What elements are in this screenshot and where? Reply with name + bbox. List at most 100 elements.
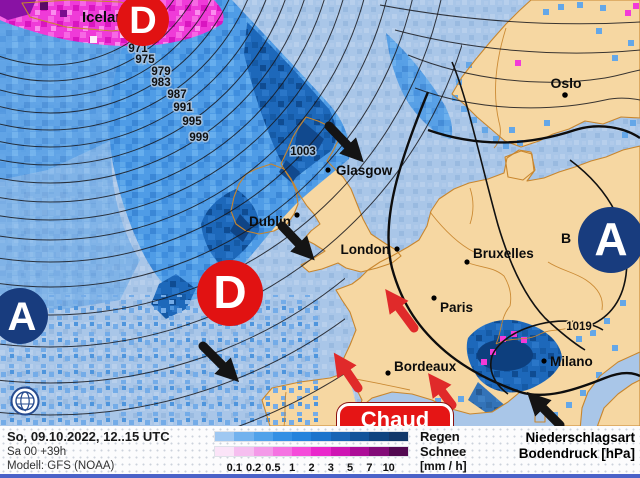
globe-logo-icon	[10, 386, 40, 416]
city-dot-milano	[541, 358, 547, 364]
city-label-bruxelles: Bruxelles	[473, 246, 534, 261]
speckle-field-southwest	[0, 295, 320, 426]
city-label-oslo: Oslo	[550, 75, 581, 91]
snow-pixel	[633, 3, 639, 9]
legend-tick: 7	[366, 462, 373, 474]
high-pressure-symbol-east: A	[578, 207, 640, 273]
low-letter: D	[129, 0, 156, 42]
isobar-arc	[0, 0, 212, 98]
isobar-arc	[0, 277, 345, 384]
legend-tick: 5	[347, 462, 354, 474]
low-pressure-symbol-atlantic: D	[197, 260, 263, 326]
rain-pixel	[493, 136, 499, 142]
snow-pixel	[481, 359, 487, 365]
legend-segment	[253, 447, 273, 456]
isobar-arc	[0, 0, 175, 66]
snow-pixel	[515, 60, 521, 66]
legend-segment	[272, 432, 293, 441]
rain-pixel	[452, 95, 458, 101]
warm-air-badge: Chaud	[337, 403, 453, 426]
rain-pixel	[435, 398, 441, 404]
snow-pixel	[500, 336, 506, 342]
legend-tick: 0.2	[245, 462, 262, 474]
rain-pixel	[596, 28, 602, 34]
land-continent	[336, 146, 640, 426]
rain-alps-tail	[468, 382, 508, 414]
city-dot-bruxelles	[464, 259, 470, 265]
legend-segment	[234, 432, 254, 441]
model-label: Modell: GFS (NOAA)	[7, 460, 115, 472]
run-info-block: So, 09.10.2022, 12..15 UTC Sa 00 +39h Mo…	[7, 429, 170, 472]
isobar-1019-contour	[490, 320, 604, 395]
snow-dark-cell	[40, 2, 48, 10]
isobar-arc	[0, 0, 286, 166]
isobar-arcs	[0, 0, 462, 426]
city-label-bordeaux: Bordeaux	[394, 359, 457, 374]
rain-pixel	[509, 127, 515, 133]
isobar-label: 987	[167, 89, 186, 101]
surface-pressure-label: Bodendruck [hPa]	[518, 446, 635, 461]
warm-flow-arrow-bordeaux	[428, 373, 457, 410]
city-dot-dublin	[294, 212, 300, 218]
legend-segment	[234, 447, 254, 456]
rain-band-northsea	[386, 33, 453, 139]
legend-tick: 1	[289, 462, 296, 474]
legend-segment	[369, 432, 389, 441]
legend-segment	[350, 447, 370, 456]
isobar-label: 1019	[566, 321, 592, 333]
legend-segment	[292, 447, 312, 456]
isobar-label: 995	[182, 116, 202, 128]
rain-pixel	[630, 120, 636, 126]
precip-pointer-arrow-milano	[526, 391, 565, 426]
city-dot-bordeaux	[385, 370, 391, 376]
city-dot-london	[394, 246, 400, 252]
legend-tick: 0.1	[226, 462, 242, 474]
warm-flow-arrow-paris	[385, 289, 419, 333]
legend-snow-label: Schnee	[420, 444, 467, 459]
land-scandinavia	[452, 0, 640, 147]
legend-ticks: 0.1 0.2 0.5 1 2 3 5 7 10	[215, 462, 408, 476]
isobar-arc	[0, 0, 325, 203]
isobar-arc	[0, 0, 365, 241]
rain-pixel	[596, 372, 602, 378]
legend-segment	[272, 447, 293, 456]
isobar-arc	[0, 0, 248, 131]
city-label-b-partial: B	[561, 230, 571, 246]
map-area: 971 975 979 983 987 991 995 999 1003 101…	[0, 0, 640, 426]
rain-pixel	[628, 40, 634, 46]
warm-flow-arrow-biscay	[333, 352, 363, 393]
legend-segment	[350, 432, 370, 441]
legend-rain-label: Regen	[420, 429, 460, 444]
rain-pixel	[471, 117, 477, 123]
city-label-glasgow: Glasgow	[336, 163, 393, 178]
city-label-milano: Milano	[550, 354, 593, 369]
cold-flow-arrow-glasgow	[324, 121, 364, 163]
flow-arrows	[198, 121, 565, 426]
rain-pixel	[604, 318, 610, 324]
snow-light-cell	[90, 36, 97, 43]
legend-tick: 10	[382, 462, 395, 474]
legend-segment	[311, 447, 331, 456]
high-letter: A	[8, 295, 37, 339]
bottom-blue-bar	[0, 474, 640, 478]
rain-pixel	[466, 62, 472, 68]
snow-pixel	[521, 337, 527, 343]
pressure-centers: D D A A	[0, 0, 640, 344]
isobar-arc	[0, 0, 267, 148]
high-pressure-symbol-west: A	[0, 288, 48, 344]
rain-darkest-2	[279, 160, 300, 183]
rain-pixel	[577, 2, 583, 8]
legend-segment	[330, 447, 351, 456]
isobar-arc	[0, 0, 230, 114]
legend-segment	[388, 432, 408, 441]
rain-pixel	[620, 300, 626, 306]
city-dot-paris	[431, 295, 437, 301]
isobar-arc	[0, 42, 462, 348]
city-dot-oslo	[562, 92, 568, 98]
legend-segment	[311, 432, 331, 441]
legend-segment	[330, 432, 351, 441]
rain-pixel	[461, 106, 467, 112]
snow-dark-corner	[0, 0, 36, 20]
legend-snow-bar	[214, 446, 409, 457]
legend-tick: 0.5	[265, 462, 281, 474]
